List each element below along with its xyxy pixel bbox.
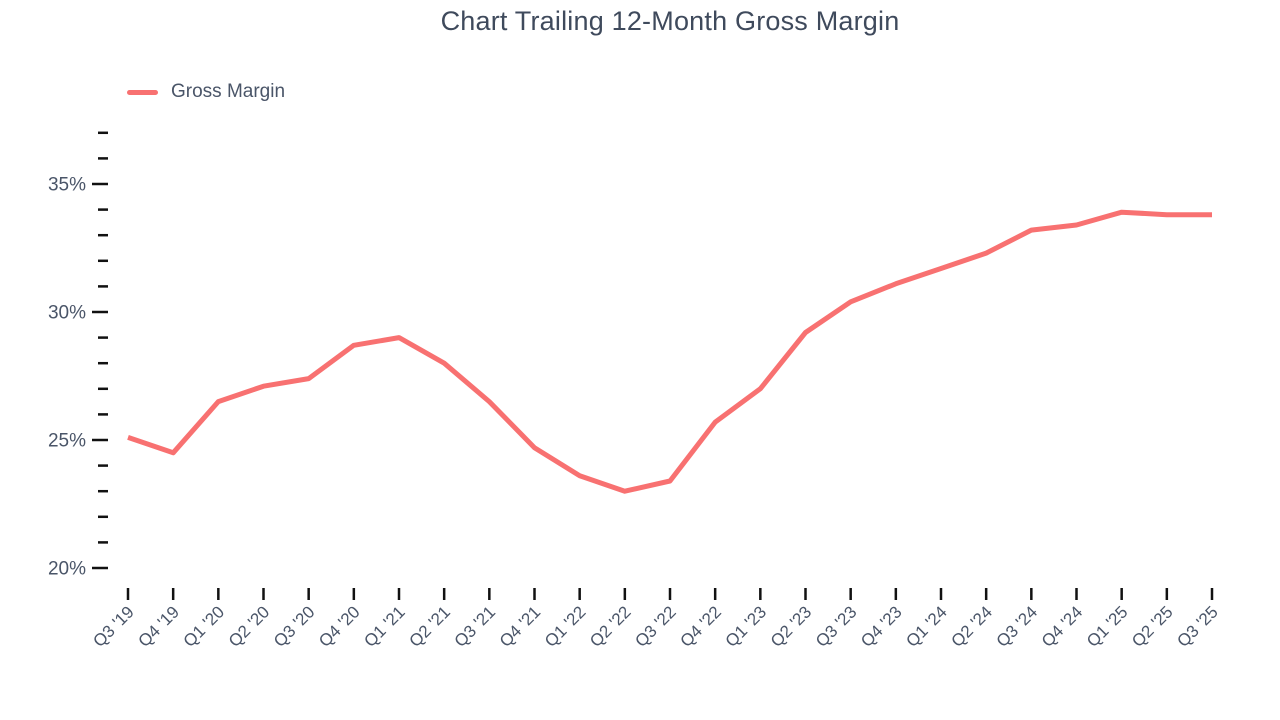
x-axis-label: Q3 '23 [812,602,860,650]
x-axis-label: Q4 '20 [315,602,363,650]
y-axis-label: 20% [48,559,86,580]
x-axis-label: Q3 '21 [451,602,499,650]
y-axis-label: 35% [48,175,86,196]
legend-series-label: Gross Margin [171,81,286,102]
x-axis-label: Q2 '23 [767,602,815,650]
y-axis-label: 30% [48,303,86,324]
legend-line-swatch-icon [127,89,158,95]
x-axis-label: Q1 '23 [722,602,770,650]
x-axis-label: Q3 '19 [89,602,137,650]
x-axis-label: Q3 '25 [1173,602,1221,650]
gross-margin-line [127,209,1212,494]
x-axis-label: Q2 '20 [225,602,273,650]
x-axis-label: Q4 '23 [857,602,905,650]
x-axis-label: Q4 '24 [1038,602,1086,650]
x-axis-label: Q2 '21 [406,602,454,650]
x-axis-label: Q3 '22 [631,602,679,650]
x-axis-label: Q1 '20 [180,602,228,650]
chart-title: Chart Trailing 12-Month Gross Margin [440,6,900,36]
x-axis-label: Q2 '24 [948,602,996,650]
x-axis-label: Q2 '22 [586,602,634,650]
x-axis-label: Q3 '20 [270,602,318,650]
x-axis-label: Q1 '21 [360,602,408,650]
legend: Gross Margin [127,81,285,103]
x-axis-label: Q1 '24 [902,602,950,650]
x-axis-label: Q4 '21 [496,602,544,650]
x-axis-label: Q4 '19 [135,602,183,650]
y-axis-label: 25% [48,431,86,452]
x-axis-label: Q1 '25 [1083,602,1131,650]
x-axis-label: Q4 '22 [677,602,725,650]
x-axis-label: Q2 '25 [1128,602,1176,650]
x-axis-label: Q1 '22 [541,602,589,650]
x-axis-label: Q3 '24 [993,602,1041,650]
